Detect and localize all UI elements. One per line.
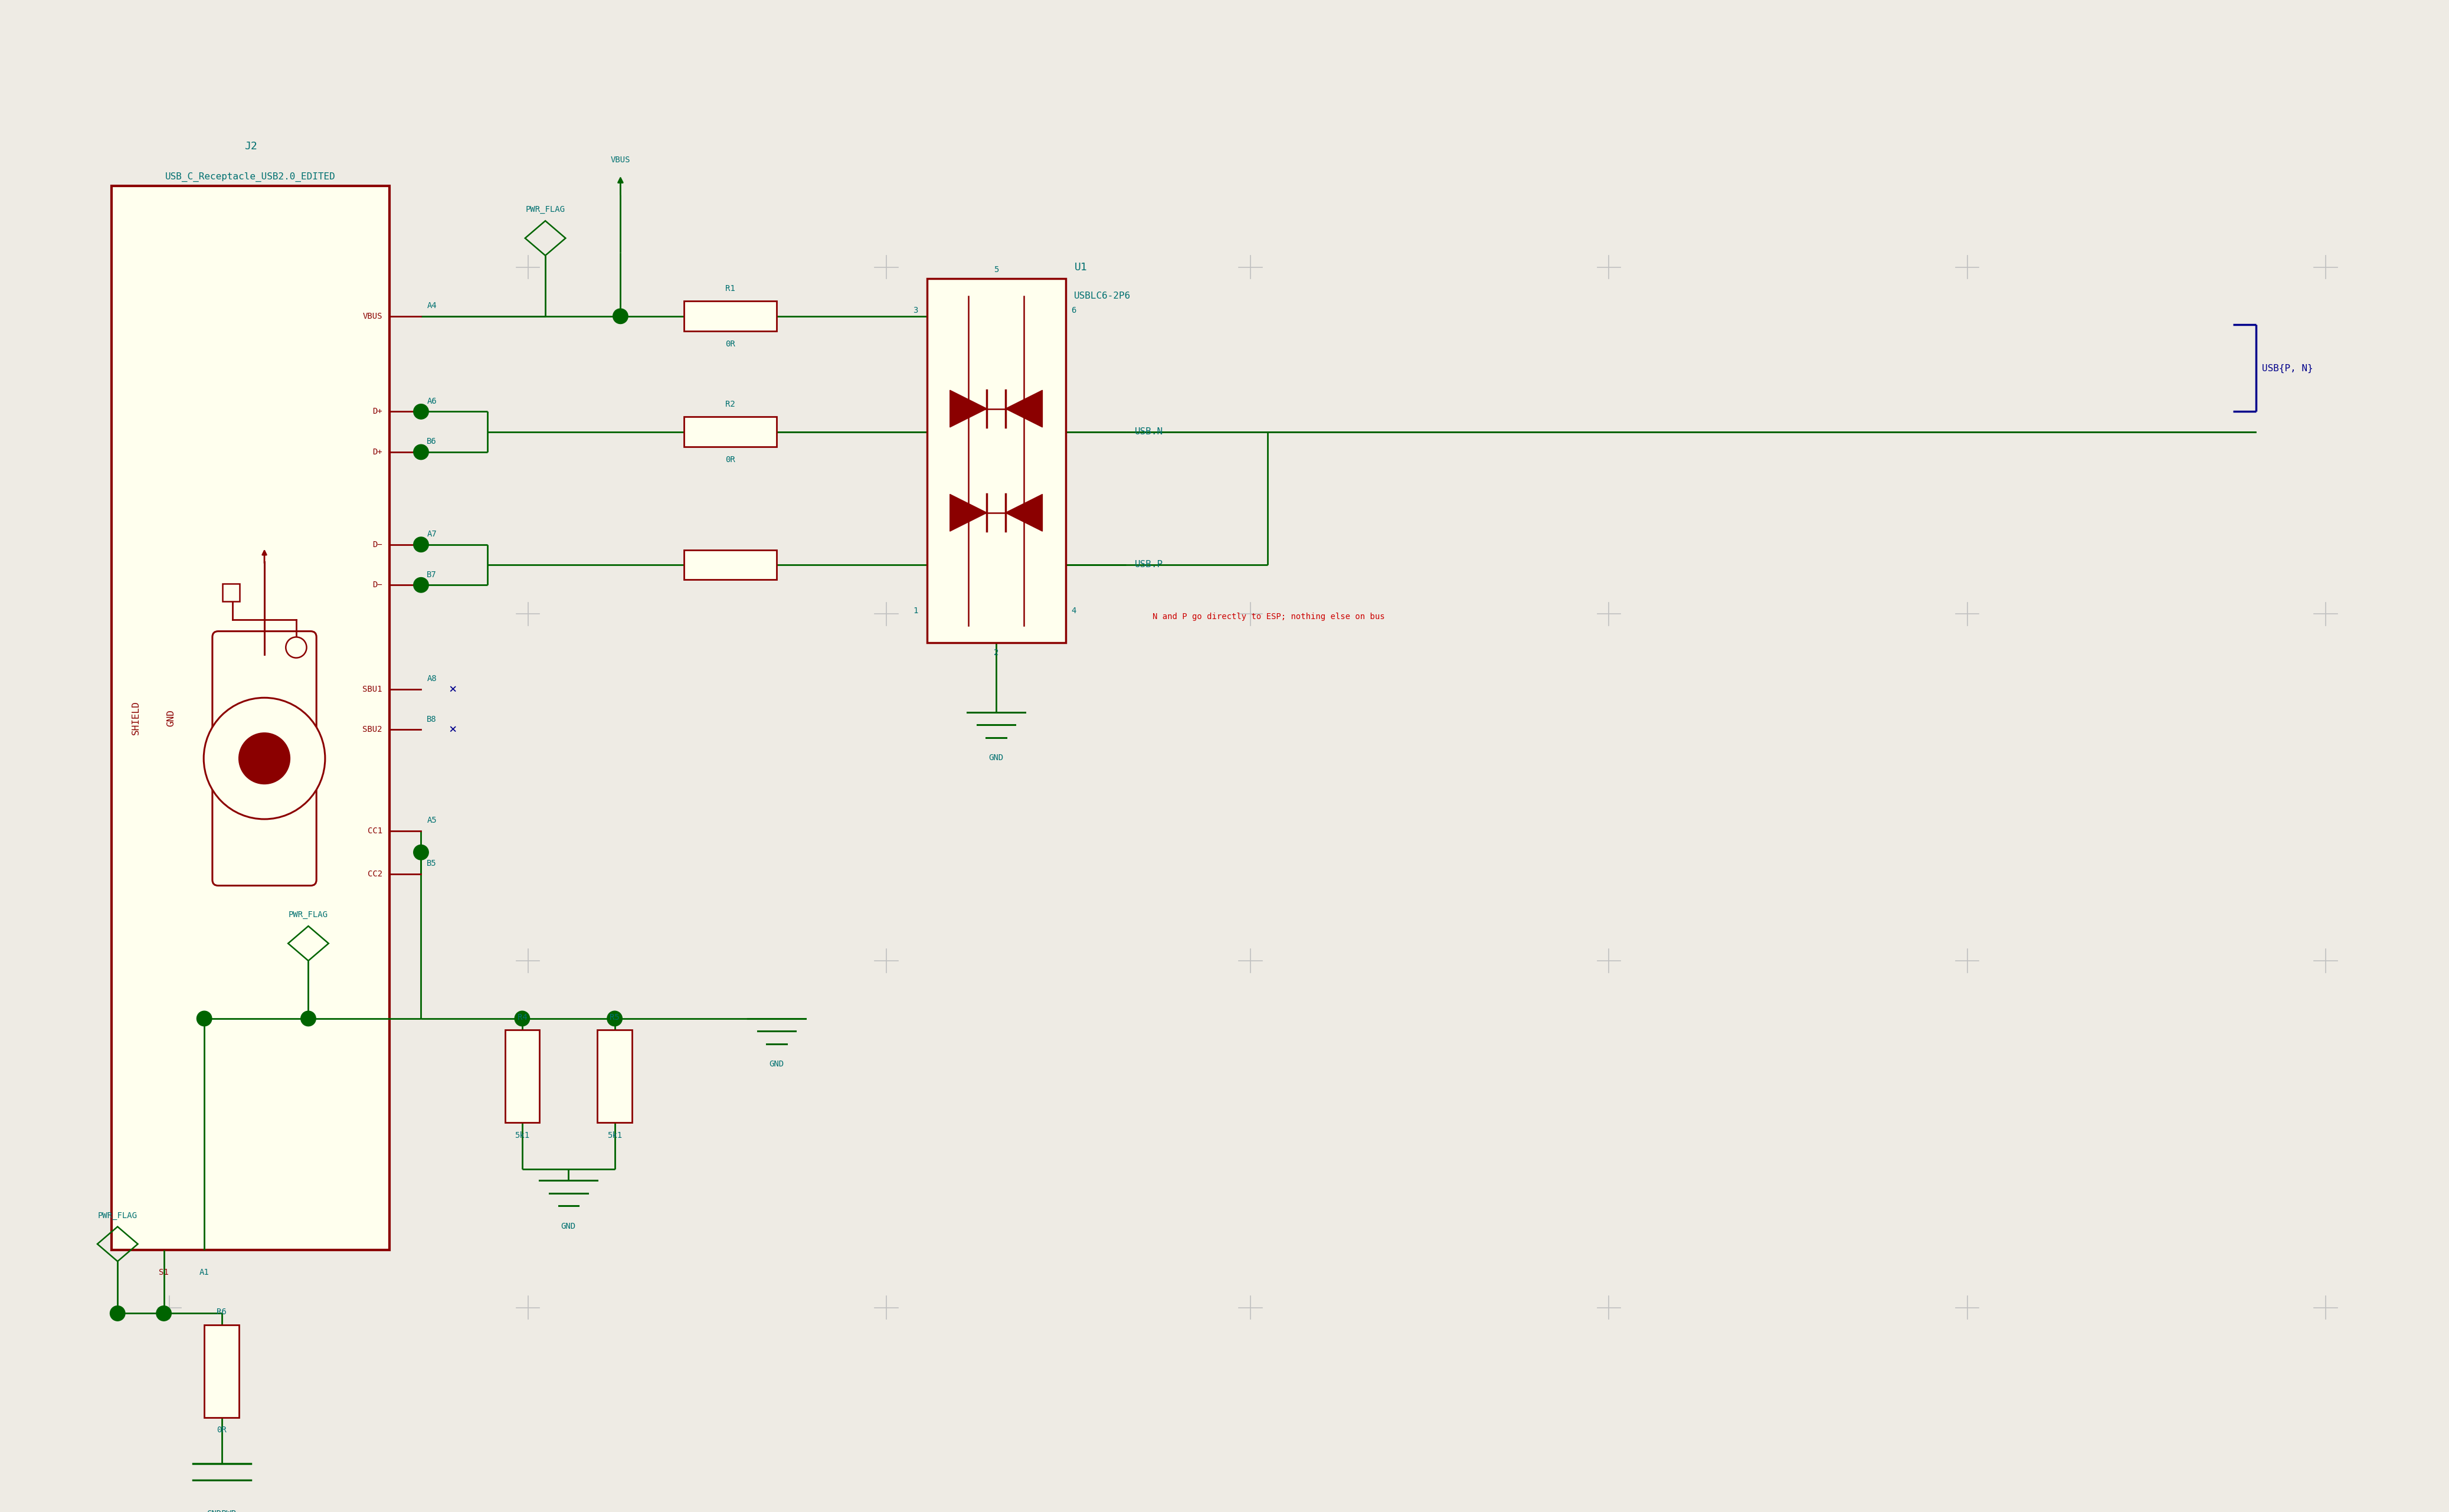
Text: S1: S1 — [159, 1269, 169, 1276]
Circle shape — [612, 308, 627, 324]
Text: D−: D− — [372, 581, 382, 590]
Text: B8: B8 — [426, 715, 436, 723]
Text: R1: R1 — [725, 284, 735, 292]
Circle shape — [414, 404, 429, 419]
Bar — [504, 1030, 539, 1122]
Bar — [203, 1325, 240, 1417]
Text: A8: A8 — [426, 674, 436, 683]
Bar — [683, 301, 776, 331]
Text: 1: 1 — [913, 606, 918, 615]
Circle shape — [203, 697, 326, 820]
Polygon shape — [950, 390, 987, 428]
Text: 2: 2 — [994, 649, 999, 656]
Polygon shape — [950, 494, 987, 531]
Circle shape — [414, 845, 429, 860]
Text: CC2: CC2 — [367, 869, 382, 878]
Text: USB.N: USB.N — [1134, 428, 1163, 437]
Circle shape — [157, 1306, 171, 1321]
Circle shape — [196, 1012, 211, 1027]
Circle shape — [514, 1012, 529, 1027]
Bar — [926, 278, 1065, 643]
Text: USB_C_Receptacle_USB2.0_EDITED: USB_C_Receptacle_USB2.0_EDITED — [167, 172, 336, 181]
Circle shape — [414, 445, 429, 460]
Text: 5: 5 — [994, 266, 999, 274]
Text: 0R: 0R — [216, 1426, 228, 1435]
Text: B5: B5 — [426, 859, 436, 868]
Text: PWR_FLAG: PWR_FLAG — [98, 1211, 137, 1220]
Text: J2: J2 — [245, 141, 257, 151]
Polygon shape — [1007, 494, 1043, 531]
Text: B6: B6 — [426, 437, 436, 446]
Text: A4: A4 — [426, 302, 436, 310]
Bar — [598, 1030, 632, 1122]
Text: D+: D+ — [372, 407, 382, 416]
Bar — [683, 550, 776, 579]
Text: 5k1: 5k1 — [514, 1131, 529, 1140]
Text: N and P go directly to ESP; nothing else on bus: N and P go directly to ESP; nothing else… — [1151, 612, 1384, 621]
Text: USB.P: USB.P — [1134, 561, 1163, 569]
Text: ×: × — [448, 724, 458, 735]
Text: U1: U1 — [1075, 262, 1087, 272]
Text: R2: R2 — [725, 399, 735, 408]
FancyBboxPatch shape — [213, 631, 316, 886]
Text: D+: D+ — [372, 448, 382, 457]
Text: SHIELD: SHIELD — [132, 702, 140, 735]
Text: USBLC6-2P6: USBLC6-2P6 — [1075, 292, 1131, 301]
Text: GND: GND — [167, 709, 176, 726]
Bar — [113, 186, 389, 1250]
Text: 0R: 0R — [725, 455, 735, 464]
Text: SBU2: SBU2 — [362, 726, 382, 733]
Text: GND: GND — [561, 1222, 576, 1231]
Circle shape — [414, 578, 429, 593]
Text: 6: 6 — [1070, 307, 1075, 314]
Text: CC1: CC1 — [367, 827, 382, 835]
Circle shape — [414, 537, 429, 552]
Text: A7: A7 — [426, 531, 436, 538]
Text: 5k1: 5k1 — [607, 1131, 622, 1140]
Circle shape — [238, 732, 291, 785]
Text: GND: GND — [769, 1060, 784, 1069]
Text: 0R: 0R — [725, 340, 735, 348]
Circle shape — [607, 1012, 622, 1027]
Text: A6: A6 — [426, 398, 436, 405]
Polygon shape — [1007, 390, 1043, 428]
Text: GND: GND — [989, 754, 1004, 762]
Text: A5: A5 — [426, 816, 436, 824]
Text: A1: A1 — [198, 1269, 208, 1276]
Circle shape — [287, 637, 306, 658]
Text: SBU1: SBU1 — [362, 685, 382, 692]
Text: R5: R5 — [610, 1013, 620, 1022]
Text: USB{P, N}: USB{P, N} — [2263, 364, 2314, 373]
Bar — [683, 417, 776, 448]
Text: VBUS: VBUS — [362, 311, 382, 321]
Text: VBUS: VBUS — [610, 156, 629, 165]
Text: 3: 3 — [913, 307, 918, 314]
Circle shape — [110, 1306, 125, 1321]
Circle shape — [301, 1012, 316, 1027]
Text: ×: × — [448, 683, 458, 696]
Text: PWR_FLAG: PWR_FLAG — [289, 910, 328, 919]
Text: PWR_FLAG: PWR_FLAG — [527, 206, 566, 213]
Text: 4: 4 — [1070, 606, 1075, 615]
Text: B7: B7 — [426, 570, 436, 579]
Bar — [223, 584, 240, 602]
Text: D−: D− — [372, 540, 382, 549]
Text: R6: R6 — [216, 1308, 228, 1317]
Text: R4: R4 — [517, 1013, 527, 1022]
Text: GNDPWR: GNDPWR — [206, 1510, 238, 1512]
